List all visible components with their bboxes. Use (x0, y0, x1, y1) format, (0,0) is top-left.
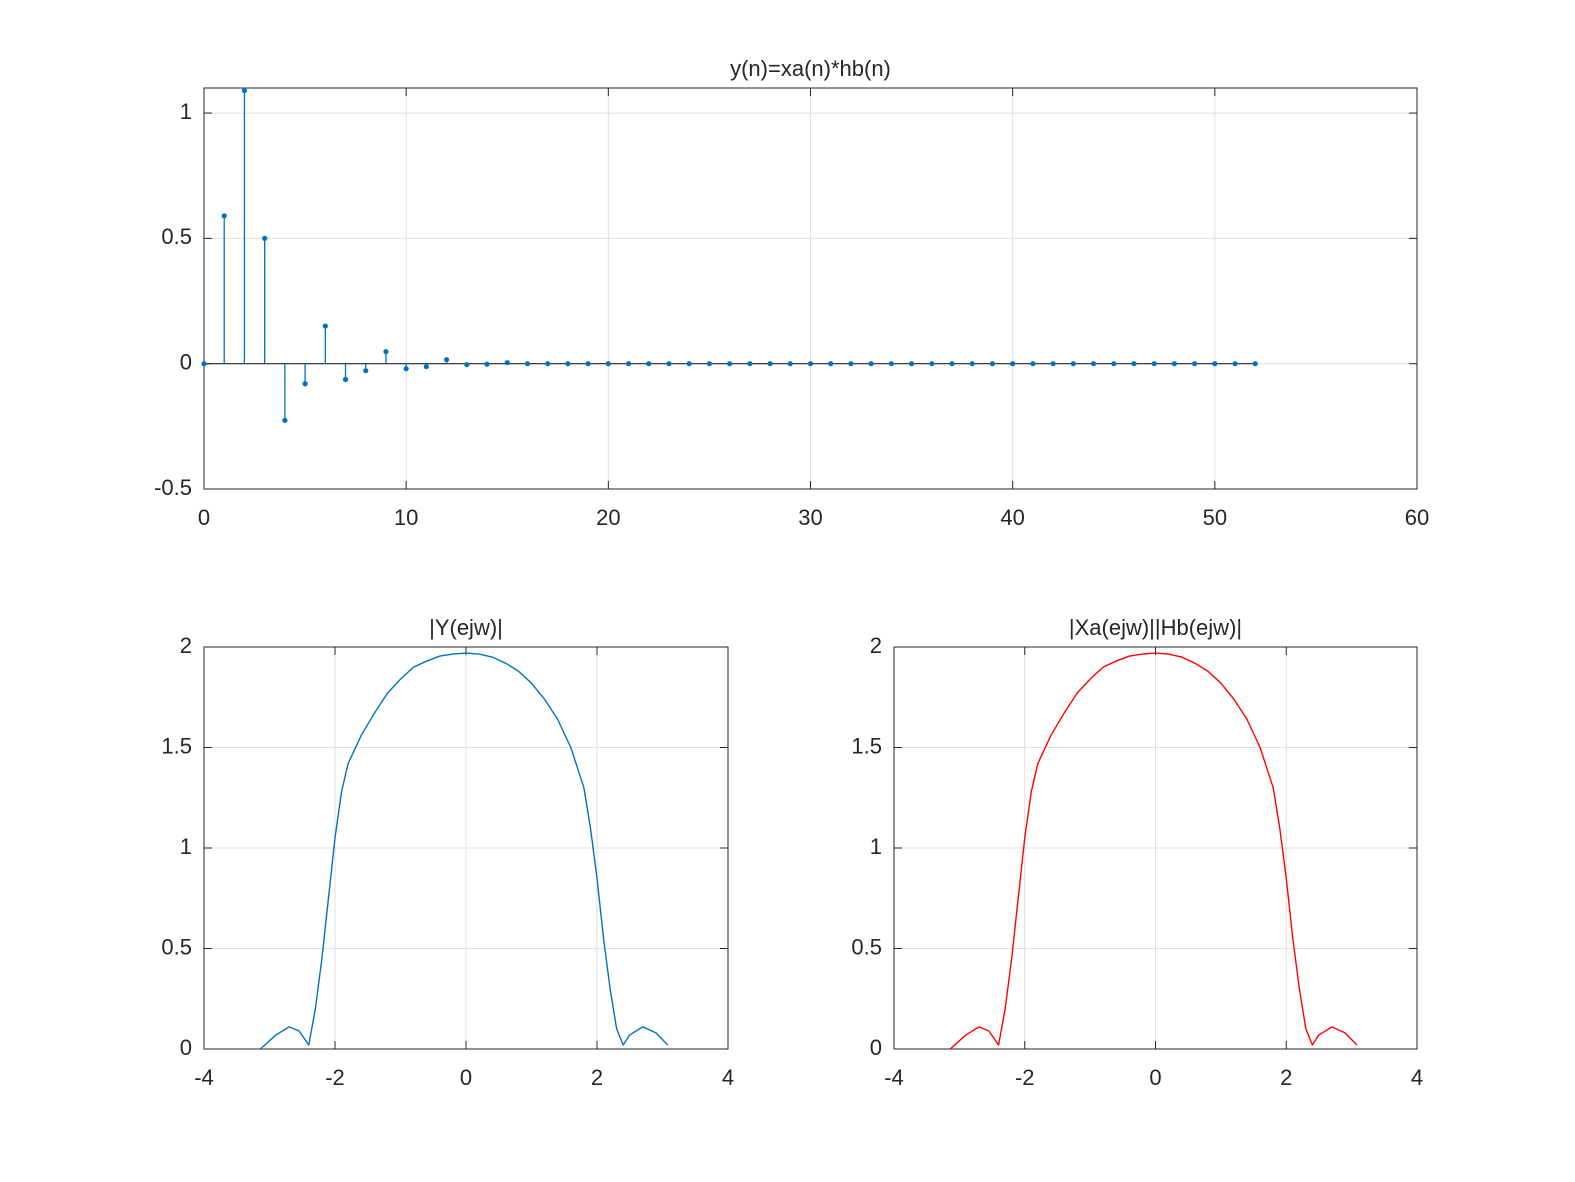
stem-marker (1252, 361, 1258, 367)
stem-marker (302, 381, 308, 387)
stem-marker (403, 366, 409, 372)
chart-title: |Y(ejw)| (429, 615, 503, 640)
y-tick-label: 0 (180, 1035, 192, 1060)
stem-marker (807, 361, 814, 367)
stem-marker (524, 361, 531, 367)
stem-marker (828, 361, 834, 367)
x-tick-label: 10 (394, 505, 418, 530)
stem-marker (605, 361, 611, 367)
x-tick-label: 30 (798, 505, 822, 530)
stem-marker (908, 361, 915, 367)
x-tick-label: 20 (596, 505, 620, 530)
stem-marker (504, 360, 510, 366)
stem-marker (1070, 361, 1076, 367)
stem-marker (1192, 361, 1198, 367)
stem-marker (969, 361, 975, 367)
axes-box (893, 646, 1418, 1050)
stem-marker (322, 323, 328, 329)
y-tick-label: -0.5 (154, 475, 192, 500)
axes-box (203, 87, 1418, 490)
stem-marker (1212, 361, 1218, 367)
stem-marker (888, 361, 894, 367)
stem-marker (423, 364, 429, 370)
y-tick-label: 0 (870, 1035, 882, 1060)
x-tick-label: -2 (1015, 1065, 1035, 1090)
stem-marker (706, 361, 713, 367)
x-tick-label: 40 (1000, 505, 1024, 530)
stem-marker (201, 361, 207, 367)
stem-marker (585, 361, 591, 367)
x-tick-label: 0 (460, 1065, 472, 1090)
stem-marker (1010, 361, 1016, 367)
stem-marker (565, 361, 571, 367)
stem-marker (787, 361, 793, 367)
stem-marker (221, 213, 227, 219)
x-tick-label: 50 (1203, 505, 1227, 530)
y-tick-label: 2 (870, 633, 882, 658)
stem-marker (1131, 361, 1137, 367)
x-tick-label: -4 (194, 1065, 214, 1090)
stem-marker (1030, 361, 1036, 367)
x-tick-label: -2 (325, 1065, 345, 1090)
stem-marker (363, 368, 369, 374)
y-tick-label: 1.5 (161, 733, 192, 758)
stem-marker (989, 361, 996, 367)
line (259, 652, 669, 1050)
stem-marker (1171, 361, 1177, 367)
stem-marker (262, 235, 268, 241)
stem-marker (868, 361, 874, 367)
x-tick-label: 0 (1149, 1065, 1161, 1090)
stem-marker (545, 361, 551, 367)
y-tick-label: 0.5 (161, 224, 192, 249)
stem-marker (383, 349, 389, 355)
stem-marker (747, 361, 753, 367)
x-tick-label: 2 (591, 1065, 603, 1090)
x-tick-label: 2 (1280, 1065, 1292, 1090)
stem-marker (646, 361, 652, 367)
stem-marker (1151, 361, 1157, 367)
x-tick-label: -4 (884, 1065, 904, 1090)
stem-marker (282, 417, 288, 423)
x-tick-label: 4 (1411, 1065, 1423, 1090)
x-tick-label: 4 (722, 1065, 734, 1090)
chart-title: |Xa(ejw)||Hb(ejw)| (1069, 615, 1242, 640)
stem-marker (1111, 361, 1117, 367)
stem-marker (1090, 361, 1097, 367)
stem-marker (686, 361, 692, 367)
chart-title: y(n)=xa(n)*hb(n) (730, 56, 891, 81)
y-tick-label: 1 (180, 834, 192, 859)
y-tick-label: 1 (180, 99, 192, 124)
stem-marker (767, 361, 773, 367)
stem-marker (1050, 361, 1056, 367)
x-tick-label: 60 (1405, 505, 1429, 530)
stem-marker (848, 361, 854, 367)
stem-marker (949, 361, 955, 367)
stem-marker (625, 361, 632, 367)
y-tick-label: 0.5 (161, 934, 192, 959)
stem-marker (464, 362, 470, 368)
stem-marker (444, 357, 450, 363)
stem-marker (727, 361, 733, 367)
y-tick-label: 1.5 (851, 733, 882, 758)
y-tick-label: 2 (180, 633, 192, 658)
stem-marker (666, 361, 672, 367)
line (949, 652, 1358, 1050)
stem-marker (1232, 361, 1238, 367)
stem-marker (241, 87, 248, 94)
y-tick-label: 1 (870, 834, 882, 859)
y-tick-label: 0.5 (851, 934, 882, 959)
stem-marker (342, 376, 349, 383)
stem-marker (484, 361, 490, 367)
y-tick-label: 0 (180, 350, 192, 375)
axes-box (203, 646, 729, 1050)
x-tick-label: 0 (198, 505, 210, 530)
stem-marker (929, 361, 935, 367)
